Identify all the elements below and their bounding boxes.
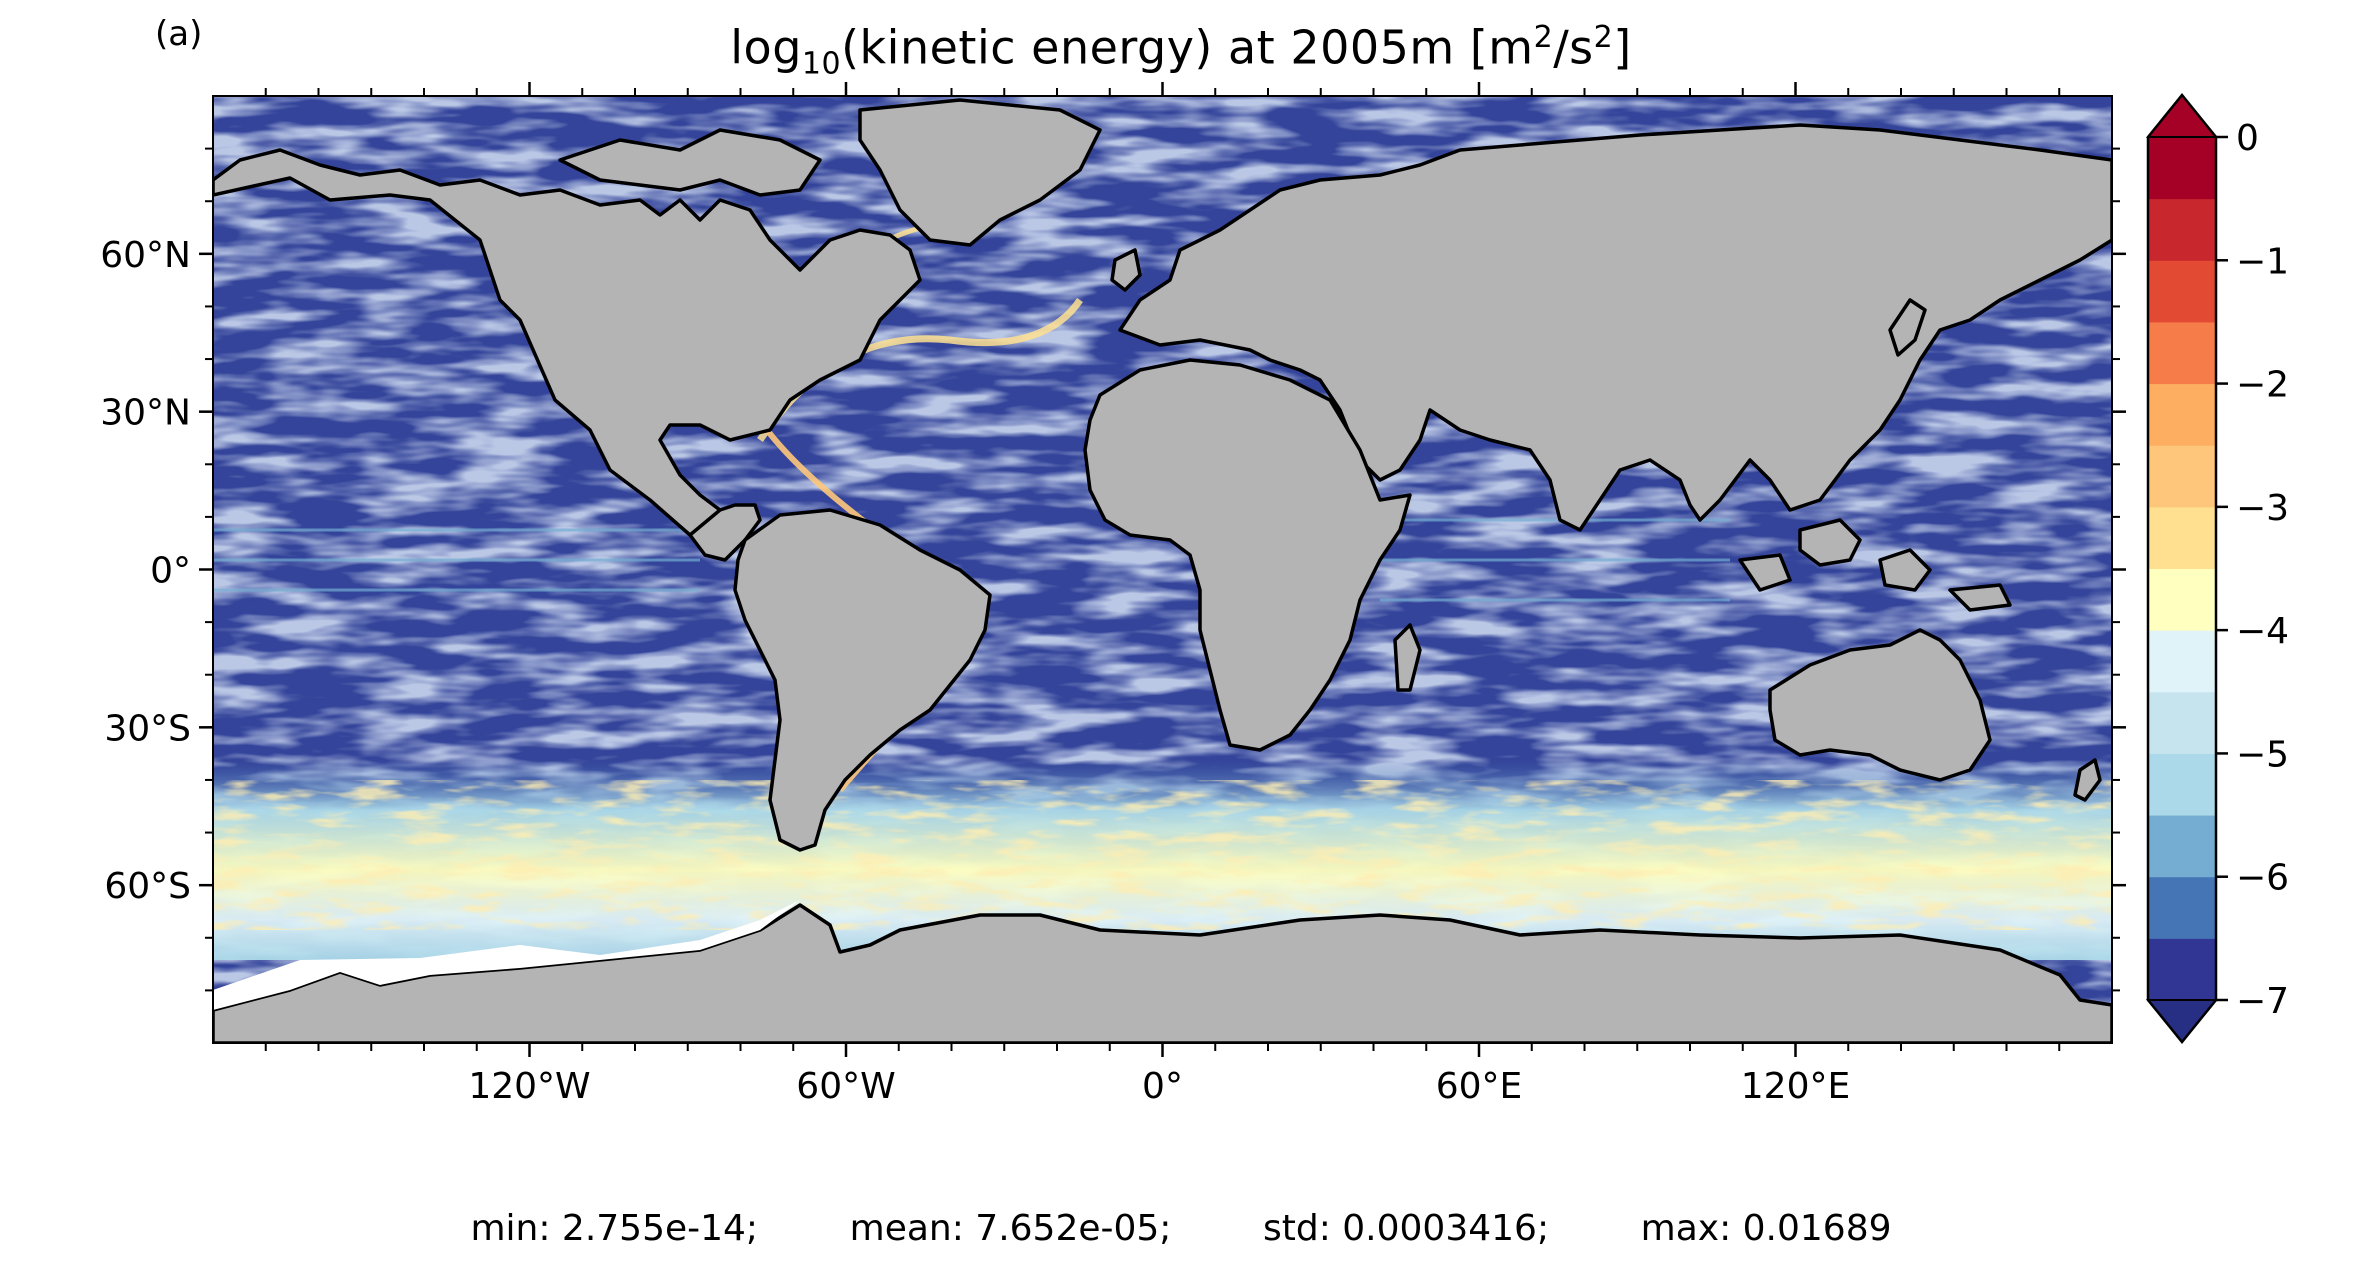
title-suffix: ] <box>1613 20 1632 75</box>
lon-tick-label: 60°W <box>796 1066 895 1107</box>
east-pacific-equatorial-bands <box>213 528 700 592</box>
latitude-axis: 60°N 30°N 0° 30°S 60°S <box>100 147 2126 992</box>
colorbar-tick-label: −6 <box>2236 858 2289 899</box>
lon-tick-label: 0° <box>1142 1066 1183 1107</box>
australia <box>1768 628 1992 782</box>
new-zealand <box>2073 758 2102 802</box>
colorbar-tick-label: −4 <box>2236 611 2289 652</box>
colorbar-tick-label: 0 <box>2236 118 2259 159</box>
lon-tick-label: 60°E <box>1436 1066 1523 1107</box>
lat-tick-label: 60°S <box>104 866 191 907</box>
colorbar-tick-label: −3 <box>2236 488 2289 529</box>
title-slash: /s <box>1553 20 1594 75</box>
map-title: log10(kinetic energy) at 2005m [m2/s2] <box>0 20 2362 82</box>
greenland <box>858 98 1102 247</box>
uk <box>1110 248 1142 292</box>
madagascar <box>1393 623 1422 692</box>
title-subscript: 10 <box>801 46 842 82</box>
map-area <box>213 96 2112 1043</box>
stat-min: min: 2.755e-14; <box>470 1208 759 1249</box>
colorbar-tick-label: −1 <box>2236 241 2289 282</box>
colorbar-swatch <box>2148 260 2216 323</box>
title-middle: (kinetic energy) at 2005m [m <box>841 20 1534 75</box>
colorbar-swatch <box>2148 383 2216 446</box>
stat-std: std: 0.0003416; <box>1262 1208 1550 1249</box>
title-sup1: 2 <box>1533 20 1554 55</box>
colorbar-swatch <box>2148 630 2216 693</box>
stat-max: max: 0.01689 <box>1640 1208 1892 1249</box>
colorbar-swatch <box>2148 753 2216 816</box>
stat-mean: mean: 7.652e-05; <box>849 1208 1172 1249</box>
title-sup2: 2 <box>1593 20 1614 55</box>
lon-tick-label: 120°W <box>468 1066 590 1107</box>
africa <box>1083 358 1412 752</box>
lat-tick-label: 60°N <box>100 235 191 276</box>
colorbar-swatch <box>2148 445 2216 508</box>
colorbar-tick-label: −7 <box>2236 981 2289 1022</box>
colorbar-swatch <box>2148 568 2216 631</box>
indian-ocean-bands <box>1380 518 1730 602</box>
lat-tick-label: 30°S <box>104 708 191 749</box>
lon-tick-label: 120°E <box>1741 1066 1850 1107</box>
south-america <box>733 508 992 852</box>
title-prefix: log <box>730 20 802 75</box>
japan <box>1888 298 1927 357</box>
longitude-axis: 120°W 60°W 0° 60°E 120°E <box>264 82 2061 1107</box>
colorbar-tick-label: −5 <box>2236 734 2289 775</box>
colorbar-swatch <box>2148 198 2216 261</box>
southeast-asia-islands <box>1738 518 2012 612</box>
southern-ocean-texture <box>213 780 2112 930</box>
ice-shelf-ross <box>213 900 800 1010</box>
colorbar-swatch <box>2148 137 2216 200</box>
colorbar-swatch <box>2148 321 2216 385</box>
colorbar-swatch <box>2148 876 2216 939</box>
lat-tick-label: 0° <box>150 551 191 592</box>
colorbar: 0 −1 −2 −3 −4 −5 −6 −7 <box>2145 93 2289 1044</box>
colorbar-swatch <box>2148 938 2216 1001</box>
eurasia <box>1118 123 2112 532</box>
panel-label: (a) <box>155 14 203 54</box>
colorbar-tick-label: −2 <box>2236 365 2289 406</box>
colorbar-extend-min <box>2145 999 2219 1044</box>
canadian-archipelago <box>558 128 822 197</box>
land-masses <box>213 98 2112 1043</box>
lat-tick-label: 30°N <box>100 393 191 434</box>
central-america <box>688 503 762 562</box>
north-america <box>213 148 922 537</box>
colorbar-swatch <box>2148 506 2216 569</box>
colorbar-swatch <box>2148 691 2216 754</box>
colorbar-extend-max <box>2145 93 2219 138</box>
stats-line: min: 2.755e-14; mean: 7.652e-05; std: 0.… <box>0 1208 2362 1249</box>
colorbar-swatch <box>2148 815 2216 878</box>
